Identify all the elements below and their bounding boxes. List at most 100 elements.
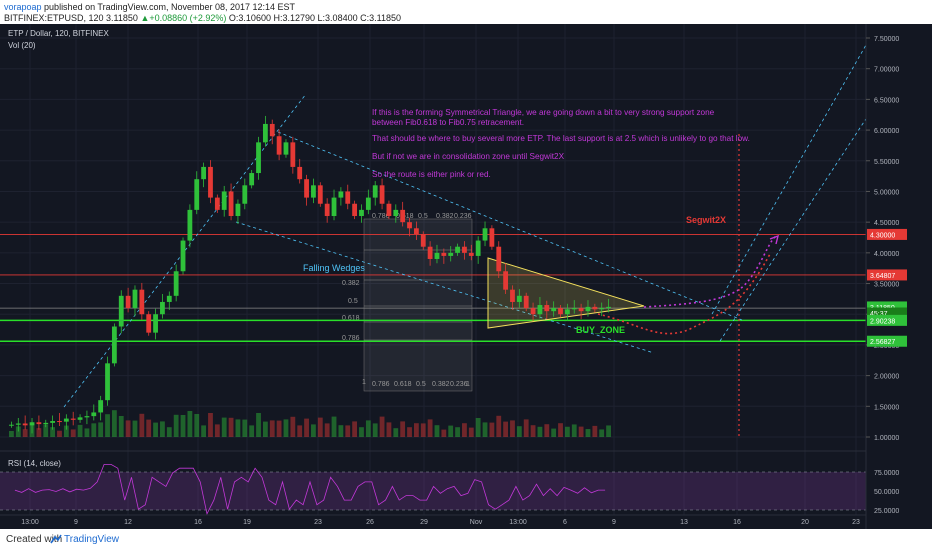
volume-bar [537, 426, 543, 437]
candle-body [331, 197, 337, 217]
volume-bar [448, 425, 454, 437]
price-chart[interactable]: 0.786 0.618 0.5 0.382 0.236 0.382 0.5 0.… [0, 24, 932, 529]
time-axis-tick-label: 12 [124, 519, 132, 526]
candle-body [146, 314, 152, 333]
volume-bar [201, 425, 207, 437]
candle-body [111, 326, 117, 364]
candle-body [551, 308, 557, 312]
price-axis-tick-label: 6.00000 [874, 128, 899, 135]
price-label-badge [867, 314, 907, 326]
volume-bar [455, 427, 460, 437]
future-channel-upper [711, 24, 879, 315]
time-axis-tick-label: 23 [314, 519, 322, 526]
volume-bar [91, 423, 97, 437]
candle-body [496, 246, 502, 272]
candle-body [482, 228, 488, 241]
candle-body [386, 203, 392, 217]
candle-body [187, 209, 193, 241]
fib-label-left-2: 0.5 [348, 298, 358, 305]
candle-body [22, 423, 28, 426]
volume-bar [420, 423, 426, 437]
volume-bar [400, 421, 406, 437]
candle-body [324, 203, 330, 217]
volume-bar [290, 416, 296, 437]
price-axis-tick-label: 1.00000 [874, 435, 899, 442]
fib-retracement: 0.786 0.618 0.5 0.382 0.236 0.382 0.5 0.… [342, 213, 473, 392]
fib-label-top-4: 0.382 [436, 213, 454, 220]
volume-bar [70, 429, 76, 437]
fib-label-top-3: 0.5 [418, 213, 428, 220]
candle-body [311, 185, 316, 198]
candle-body [166, 295, 172, 302]
candle-body [194, 179, 200, 210]
high-value: H:3.12790 [273, 13, 316, 23]
time-axis-tick-label: 6 [563, 519, 567, 526]
candle-body [262, 123, 268, 143]
chart-area[interactable]: 0.786 0.618 0.5 0.382 0.236 0.382 0.5 0.… [0, 24, 932, 529]
volume-bar [352, 421, 358, 437]
volume-bar [297, 425, 303, 437]
candle-body [105, 363, 110, 401]
candle-body [420, 234, 426, 247]
volume-bar [475, 418, 481, 437]
published-text: published on TradingView.com, November 0… [44, 2, 296, 12]
volume-bars [9, 410, 611, 437]
volume-bar [558, 423, 563, 437]
time-axis-tick-label: 13 [680, 519, 688, 526]
price-axis-tick-label: 4.00000 [874, 251, 899, 258]
symbol-quote-line: BITFINEX:ETPUSD, 120 3.11850 ▲+0.08860 (… [4, 13, 401, 23]
time-axis-tick-label: 20 [801, 519, 809, 526]
note-line-2: between Fib0.618 to Fib0.75 retracement. [372, 118, 524, 127]
annotation-note: If this is the forming Symmetrical Trian… [372, 108, 750, 179]
candle-body [304, 179, 309, 198]
last-price: 3.11850 [106, 13, 138, 23]
projection-red-path [597, 253, 771, 335]
publisher-username[interactable]: vorapoap [4, 2, 42, 12]
rsi-legend: RSI (14, close) [8, 459, 61, 468]
price-axis-tick-label: 7.50000 [874, 36, 899, 43]
volume-bar [146, 419, 152, 437]
candle-body [571, 308, 577, 310]
candle-body [503, 271, 509, 290]
price-label-badge [867, 228, 907, 240]
volume-bar [84, 428, 90, 437]
candle-body [208, 166, 213, 198]
candle-body [57, 421, 62, 423]
falling-wedges-label: Falling Wedges [303, 263, 365, 273]
candle-body [578, 308, 584, 312]
volume-bar [441, 429, 447, 437]
price-change: ▲+0.08860 (+2.92%) [140, 13, 227, 23]
volume-bar [111, 410, 117, 437]
fib-label-bottom-4: 0.5 [416, 381, 426, 388]
time-axis-tick-label: 16 [733, 519, 741, 526]
candle-body [228, 191, 234, 217]
volume-bar [482, 422, 488, 437]
publisher-line: vorapoap published on TradingView.com, N… [4, 2, 295, 12]
volume-bar [242, 419, 248, 437]
pair-legend: ETP / Dollar, 120, BITFINEX [8, 29, 109, 38]
candle-body [276, 136, 282, 155]
volume-bar [592, 425, 598, 437]
time-axis-tick-label: Nov [470, 519, 483, 526]
candle-body [91, 412, 97, 417]
price-label-text: 4.30000 [870, 232, 895, 239]
candle-body [84, 416, 90, 418]
rsi-line [14, 463, 606, 515]
rsi-axis[interactable]: 75.0000 50.0000 25.0000 [874, 470, 899, 515]
tradingview-brand-link[interactable]: TradingView [64, 534, 120, 545]
volume-bar [249, 425, 255, 437]
candle-body [516, 295, 522, 302]
candle-body [132, 289, 138, 309]
price-axis-tick-label: 1.50000 [874, 404, 899, 411]
candle-body [400, 209, 406, 223]
volume-bar [365, 420, 371, 437]
price-axis-tick-label: 3.50000 [874, 282, 899, 289]
volume-bar [15, 426, 21, 437]
volume-bar [283, 419, 289, 437]
volume-bar [331, 416, 337, 437]
note-line-3: That should be where to buy several more… [372, 134, 750, 143]
note-line-4: But if not we are in consolidation zone … [372, 152, 565, 161]
candle-body [9, 424, 14, 426]
time-axis[interactable]: 13:00 9 12 16 19 23 26 29 Nov 13:00 6 9 13 16 20 23 [21, 519, 860, 526]
